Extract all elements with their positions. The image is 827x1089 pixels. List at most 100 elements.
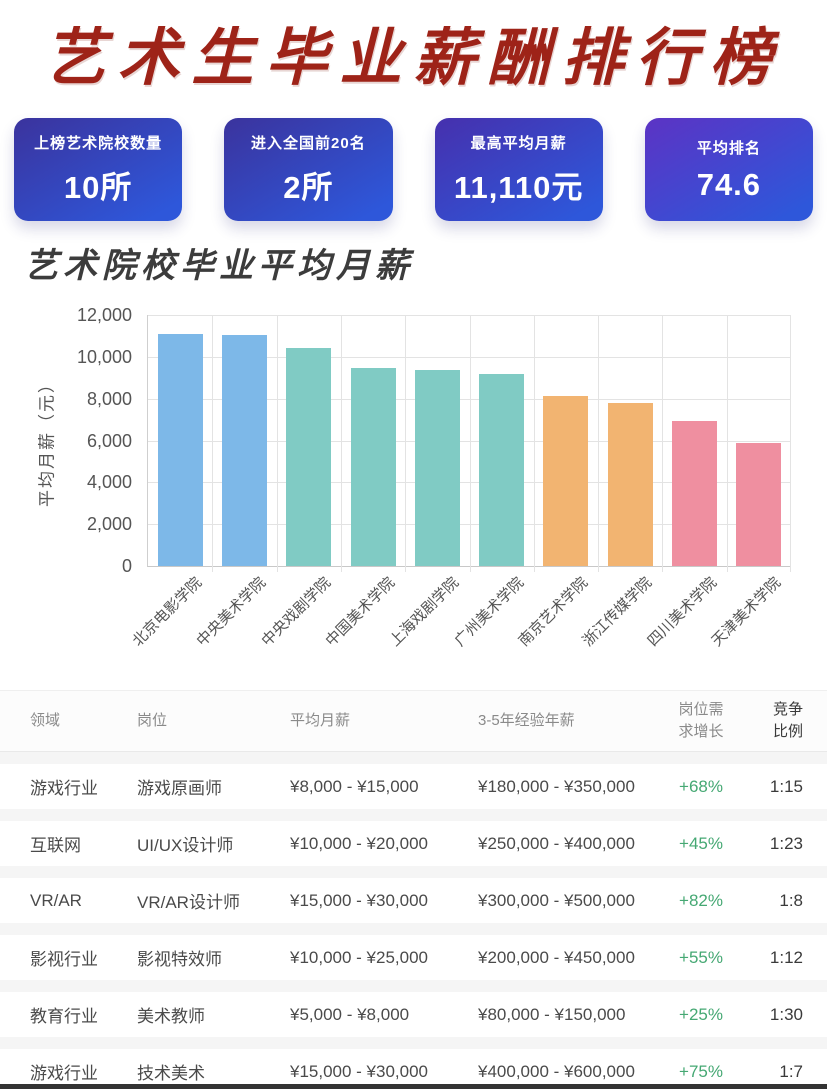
y-tick-label: 0: [121, 556, 132, 576]
bottom-edge-strip: [0, 1084, 827, 1089]
field-cell: 影视行业: [30, 950, 98, 969]
annual-salary-cell: ¥200,000 - ¥450,000: [478, 947, 635, 967]
v-gridline: [469, 315, 471, 572]
stat-label: 进入全国前20名: [251, 135, 366, 152]
position-cell: 技术美术: [137, 1064, 205, 1083]
y-tick-label: 8,000: [86, 388, 132, 409]
header-monthly-salary: 平均月薪: [290, 712, 351, 730]
stat-card-schools-count: 上榜艺术院校数量 10所: [14, 118, 183, 221]
x-tick-label: 中央戏剧学院: [258, 574, 334, 650]
bar-天津美术学院: [736, 442, 782, 566]
position-cell: UI/UX设计师: [137, 836, 234, 855]
x-tick-label: 上海戏剧学院: [386, 574, 463, 650]
growth-cell: +82%: [679, 890, 723, 910]
stat-label: 最高平均月薪: [470, 135, 567, 152]
x-axis-labels: 北京电影学院 中央美术学院 中央戏剧学院 中国美术学院 上海戏剧学院 广州美术学院 南京艺术…: [130, 572, 790, 688]
growth-cell: +68%: [679, 776, 723, 796]
position-cell: VR/AR设计师: [137, 893, 240, 912]
v-gridline: [790, 315, 791, 572]
chart-section-title: 艺术院校毕业平均月薪: [24, 246, 414, 286]
stat-value: 10所: [63, 170, 133, 205]
bar-浙江传媒学院: [607, 402, 653, 566]
header-demand-growth: 岗位需求增长: [678, 701, 724, 740]
y-tick-label: 12,000: [76, 305, 132, 325]
ratio-cell: 1:7: [779, 1061, 803, 1081]
annual-salary-cell: ¥180,000 - ¥350,000: [478, 776, 635, 796]
monthly-salary-cell: ¥15,000 - ¥30,000: [290, 1061, 429, 1081]
table-row: 影视行业 影视特效师 ¥10,000 - ¥25,000 ¥200,000 - ¥45…: [0, 923, 827, 980]
header-field: 领域: [30, 712, 61, 730]
position-cell: 美术教师: [137, 1007, 205, 1026]
y-axis-title: 平均月薪（元）: [37, 374, 57, 507]
y-tick-label: 6,000: [86, 430, 132, 451]
monthly-salary-cell: ¥8,000 - ¥15,000: [290, 776, 419, 796]
ratio-cell: 1:15: [769, 776, 803, 796]
stat-card-max-salary: 最高平均月薪 11,110元: [434, 118, 603, 221]
y-axis-ticks: 0 2,000 4,000 6,000 8,000 10,000 12,000: [58, 305, 138, 576]
page-title: 艺术生毕业薪酬排行榜: [43, 21, 784, 94]
x-tick-label: 北京电影学院: [129, 574, 206, 650]
v-gridline: [662, 315, 664, 572]
bar-plot: [147, 315, 791, 572]
stat-card-avg-rank: 平均排名 74.6: [644, 118, 813, 221]
stat-value: 11,110元: [453, 170, 584, 205]
table-body: 游戏行业 游戏原画师 ¥8,000 - ¥15,000 ¥180,000 - ¥350…: [0, 752, 827, 1089]
monthly-salary-cell: ¥10,000 - ¥20,000: [290, 833, 429, 853]
table-row: 游戏行业 游戏原画师 ¥8,000 - ¥15,000 ¥180,000 - ¥350…: [0, 752, 827, 809]
table-row: 教育行业 美术教师 ¥5,000 - ¥8,000 ¥80,000 - ¥150,00…: [0, 980, 827, 1037]
annual-salary-cell: ¥80,000 - ¥150,000: [478, 1004, 626, 1024]
v-gridline: [340, 315, 342, 572]
bar-广州美术学院: [479, 373, 525, 566]
stat-card-top20: 进入全国前20名 2所: [224, 118, 393, 221]
annual-salary-cell: ¥250,000 - ¥400,000: [478, 833, 635, 853]
ratio-cell: 1:12: [769, 947, 803, 967]
bar-中央戏剧学院: [286, 348, 332, 566]
v-gridline: [276, 315, 278, 572]
bar-中国美术学院: [350, 368, 396, 566]
bar-中央美术学院: [221, 334, 267, 566]
salary-table: 领域 岗位 平均月薪 3-5年经验年薪 岗位需求增长 竞争比例 游戏行业 游戏原画…: [0, 690, 827, 1089]
bar-北京电影学院: [157, 333, 203, 566]
y-tick-label: 2,000: [86, 514, 132, 535]
x-tick-label: 南京艺术学院: [515, 574, 592, 650]
v-gridline: [726, 315, 728, 572]
stat-value: 2所: [283, 170, 334, 205]
field-cell: 教育行业: [30, 1007, 98, 1026]
bar-四川美术学院: [672, 420, 718, 566]
ratio-cell: 1:8: [779, 890, 803, 910]
stat-label: 平均排名: [696, 139, 761, 157]
annual-salary-cell: ¥400,000 - ¥600,000: [478, 1061, 635, 1081]
table-header-row: 领域 岗位 平均月薪 3-5年经验年薪 岗位需求增长 竞争比例: [0, 691, 827, 752]
field-cell: 游戏行业: [30, 1064, 98, 1083]
y-tick-label: 4,000: [86, 472, 132, 493]
x-tick-label: 浙江传媒学院: [579, 574, 656, 650]
header-competition-ratio: 竞争比例: [772, 701, 803, 740]
monthly-salary-cell: ¥15,000 - ¥30,000: [290, 890, 429, 910]
table-row: 互联网 UI/UX设计师 ¥10,000 - ¥20,000 ¥250,000 - ¥…: [0, 809, 827, 866]
stat-value: 74.6: [696, 166, 762, 202]
annual-salary-cell: ¥300,000 - ¥500,000: [478, 890, 635, 910]
ratio-cell: 1:30: [769, 1004, 803, 1024]
y-tick-label: 10,000: [76, 346, 132, 367]
position-cell: 影视特效师: [137, 950, 222, 969]
v-gridline: [533, 315, 535, 572]
monthly-salary-cell: ¥10,000 - ¥25,000: [290, 947, 429, 967]
stat-cards: 上榜艺术院校数量 10所 进入全国前20名 2所 最高平均月薪 11,110元 …: [14, 118, 813, 221]
monthly-salary-cell: ¥5,000 - ¥8,000: [290, 1004, 410, 1024]
growth-cell: +55%: [679, 947, 723, 967]
bar-上海戏剧学院: [414, 369, 460, 566]
bar-南京艺术学院: [543, 395, 589, 566]
field-cell: 游戏行业: [30, 779, 98, 798]
ratio-cell: 1:23: [769, 833, 803, 853]
header-position: 岗位: [137, 712, 168, 730]
x-tick-label: 中国美术学院: [322, 574, 399, 650]
x-tick-label: 中央美术学院: [193, 574, 270, 650]
field-cell: VR/AR: [30, 890, 82, 910]
field-cell: 互联网: [30, 836, 81, 855]
table-row: 游戏行业 技术美术 ¥15,000 - ¥30,000 ¥400,000 - ¥600…: [0, 1037, 827, 1089]
growth-cell: +75%: [679, 1061, 723, 1081]
v-gridline: [405, 315, 407, 572]
position-cell: 游戏原画师: [137, 779, 222, 798]
table-row: VR/AR VR/AR设计师 ¥15,000 - ¥30,000 ¥300,000 -…: [0, 866, 827, 923]
